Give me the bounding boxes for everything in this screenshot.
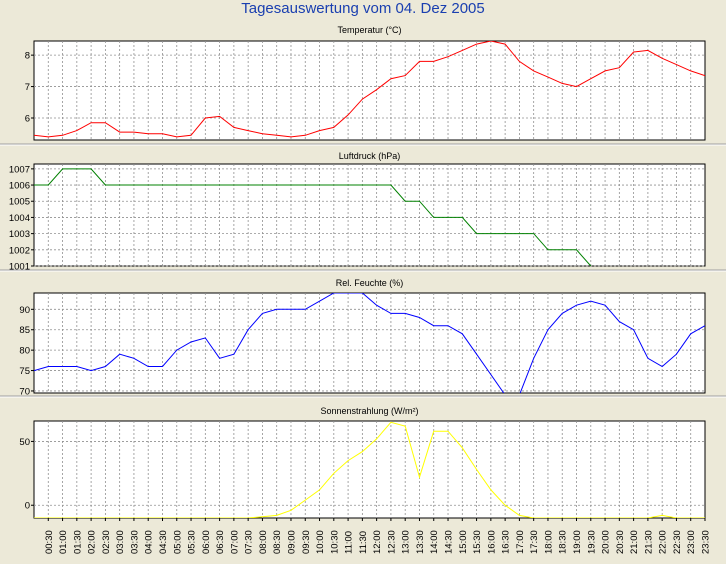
x-tick-label: 06:30	[215, 530, 226, 554]
panel-title: Sonnenstrahlung (W/m²)	[320, 406, 418, 416]
panel-3: Rel. Feuchte (%) 70 75 80 85 90	[0, 278, 726, 398]
x-tick-label: 21:30	[643, 530, 654, 554]
y-tick-label: 0	[25, 501, 30, 512]
x-axis: 00:30 01:00 01:30 02:00 02:30 03:00 03:30 04:00…	[44, 518, 712, 554]
x-tick-label: 20:30	[615, 530, 626, 554]
x-tick-label: 03:30	[129, 530, 140, 554]
x-tick-label: 11:00	[344, 531, 355, 554]
panel-title: Temperatur (°C)	[337, 25, 401, 35]
y-tick-label: 1003	[9, 229, 30, 240]
x-tick-label: 03:00	[115, 530, 126, 554]
x-tick-label: 02:30	[101, 530, 112, 554]
x-tick-label: 12:30	[386, 530, 397, 554]
series-line	[34, 421, 705, 518]
plot-area	[33, 420, 706, 519]
y-tick-label: 90	[19, 305, 30, 316]
y-tick-label: 1001	[9, 262, 30, 273]
x-tick-label: 16:00	[486, 530, 497, 554]
y-tick-label: 50	[19, 437, 30, 448]
x-tick-label: 04:00	[144, 530, 155, 554]
x-tick-label: 23:00	[686, 530, 697, 554]
x-tick-label: 16:30	[501, 530, 512, 554]
x-tick-label: 09:30	[301, 530, 312, 554]
x-tick-label: 21:00	[629, 530, 640, 554]
x-tick-label: 07:00	[229, 530, 240, 554]
y-tick-label: 1004	[9, 213, 30, 224]
x-tick-label: 08:30	[272, 530, 283, 554]
y-tick-label: 8	[25, 51, 30, 62]
series-line	[34, 168, 592, 266]
x-tick-label: 00:30	[44, 530, 55, 554]
y-tick-label: 6	[25, 114, 30, 125]
panel-1: Temperatur (°C) 6 7 8	[0, 25, 726, 146]
x-tick-label: 14:00	[429, 530, 440, 554]
x-tick-label: 13:00	[401, 530, 412, 554]
x-tick-label: 07:30	[244, 530, 255, 554]
y-tick-label: 1006	[9, 181, 30, 192]
x-tick-label: 15:30	[472, 530, 483, 554]
x-tick-label: 05:00	[172, 530, 183, 554]
y-tick-label: 1005	[9, 197, 30, 208]
y-tick-label: 75	[19, 366, 30, 377]
plot-area	[33, 292, 706, 394]
x-tick-label: 15:00	[458, 530, 469, 554]
series-line	[34, 41, 705, 138]
x-tick-label: 14:30	[444, 530, 455, 554]
panel-4: Sonnenstrahlung (W/m²) 0 50	[19, 406, 706, 519]
x-tick-label: 13:30	[415, 530, 426, 554]
y-tick-label: 1002	[9, 245, 30, 256]
x-tick-label: 18:30	[558, 530, 569, 554]
x-tick-label: 10:00	[315, 530, 326, 554]
x-tick-label: 22:00	[658, 530, 669, 554]
panel-title: Luftdruck (hPa)	[339, 151, 401, 161]
x-tick-label: 17:00	[515, 530, 526, 554]
plot-area	[33, 40, 706, 141]
panel-title: Rel. Feuchte (%)	[336, 278, 404, 288]
y-tick-label: 1007	[9, 164, 30, 175]
x-tick-label: 08:00	[258, 530, 269, 554]
x-tick-label: 04:30	[158, 530, 169, 554]
x-tick-label: 17:30	[529, 530, 540, 554]
x-tick-label: 02:00	[87, 530, 98, 554]
x-tick-label: 23:30	[701, 530, 712, 554]
x-tick-label: 06:00	[201, 530, 212, 554]
x-tick-label: 19:30	[586, 530, 597, 554]
y-tick-label: 80	[19, 346, 30, 357]
y-tick-label: 70	[19, 386, 30, 397]
x-tick-label: 01:30	[72, 530, 83, 554]
x-tick-label: 22:30	[672, 530, 683, 554]
x-tick-label: 10:30	[329, 530, 340, 554]
x-tick-label: 12:00	[372, 530, 383, 554]
x-tick-label: 09:00	[286, 530, 297, 554]
y-tick-label: 7	[25, 82, 30, 93]
x-tick-label: 19:00	[572, 530, 583, 554]
plot-area	[33, 163, 706, 267]
panel-2: Luftdruck (hPa) 1001 1002 1003 1004 1005 1006 1…	[0, 151, 726, 273]
chart-title: Tagesauswertung vom 04. Dez 2005	[241, 0, 485, 17]
series-line	[34, 293, 705, 393]
x-tick-label: 11:30	[358, 531, 369, 554]
x-tick-label: 18:00	[543, 530, 554, 554]
x-tick-label: 01:00	[58, 530, 69, 554]
y-tick-label: 85	[19, 325, 30, 336]
x-tick-label: 20:00	[601, 530, 612, 554]
x-tick-label: 05:30	[187, 530, 198, 554]
